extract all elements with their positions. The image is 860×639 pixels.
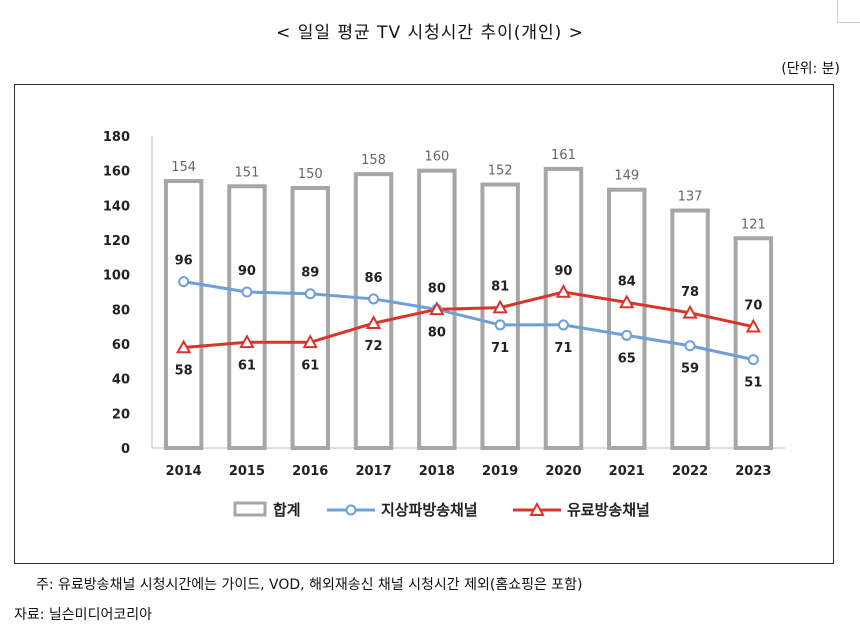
y-tick-label: 80 [112,303,130,318]
legend-label-total: 합계 [273,501,301,519]
legend-swatch-total [233,501,267,517]
data-label-paid: 81 [491,280,509,295]
data-label-terrestrial: 86 [365,271,383,286]
data-label-total: 121 [741,217,766,232]
data-label-total: 160 [424,150,449,165]
y-tick-label: 20 [112,407,130,422]
point-paid [682,304,698,319]
data-label-total: 158 [361,153,386,168]
bar-total [607,187,647,450]
point-paid [365,315,382,329]
y-tick-label: 60 [112,338,130,353]
point-paid [175,339,192,354]
data-label-total: 152 [488,164,513,179]
bar-total [353,172,394,450]
point-terrestrial [178,276,190,288]
page-corner [837,0,860,23]
data-label-paid: 70 [744,299,762,314]
data-label-paid: 78 [681,285,699,300]
bar-total [543,166,584,451]
chart: 0 20 40 60 80 100 120 140 160 180 2014 2015 2016 2017… [103,130,785,519]
line-terrestrial [183,280,754,362]
data-label-total: 150 [298,167,323,182]
point-terrestrial [241,286,253,298]
data-label-total: 149 [614,169,639,184]
x-tick-label: 2021 [609,464,645,479]
data-label-paid: 80 [428,281,446,296]
data-label-terrestrial: 80 [428,325,446,340]
point-terrestrial [684,340,696,352]
data-label-paid: 61 [301,358,319,373]
data-label-terrestrial: 90 [238,264,256,279]
y-tick-label: 0 [121,442,130,457]
data-label-total: 137 [678,190,703,205]
page-title: < 일일 평균 TV 시청시간 추이(개인) > [276,23,584,43]
data-label-terrestrial: 96 [175,254,193,269]
y-tick-label: 100 [103,269,130,284]
point-paid [429,301,445,316]
data-label-paid: 58 [175,363,193,378]
data-label-total: 154 [171,160,196,175]
point-paid [745,318,762,333]
legend-marker-terrestrial [345,504,357,516]
point-terrestrial [494,319,506,331]
x-tick-label: 2017 [355,464,391,479]
data-label-paid: 72 [365,339,383,354]
source-note: 자료: 닐슨미디어코리아 [14,607,152,623]
y-tick-label: 180 [103,130,130,145]
data-label-terrestrial: 71 [491,341,509,356]
point-paid [555,283,572,298]
x-tick-label: 2018 [419,464,455,479]
point-terrestrial [557,319,569,331]
y-tick-label: 140 [103,199,130,214]
point-terrestrial [747,354,759,366]
x-tick-label: 2019 [482,464,518,479]
bar-total [670,208,710,450]
data-label-total: 161 [551,148,576,163]
point-terrestrial [368,293,380,305]
data-label-paid: 84 [618,274,636,289]
data-label-terrestrial: 51 [744,376,762,391]
data-label-terrestrial: 89 [301,266,319,281]
bar-total [163,179,204,450]
line-paid [183,290,754,349]
bar-total [733,236,774,450]
chart-frame: 0 20 40 60 80 100 120 140 160 180 2014 2015 2016 2017… [14,84,834,564]
point-paid [619,294,635,309]
x-tick-label: 2014 [166,464,202,479]
legend-label-paid: 유료방송채널 [567,501,650,519]
point-paid [239,334,255,349]
legend-label-terrestrial: 지상파방송채널 [381,501,478,519]
x-tick-label: 2020 [545,464,581,479]
point-paid [492,299,508,314]
point-terrestrial [304,288,316,300]
x-tick-label: 2015 [229,464,265,479]
footnote: 주: 유료방송채널 시청시간에는 가이드, VOD, 해외재송신 채널 시청시간… [36,577,583,593]
data-label-terrestrial: 65 [618,351,636,366]
bar-total [290,186,330,450]
data-label-terrestrial: 59 [681,362,699,377]
data-label-total: 151 [235,165,260,180]
x-tick-label: 2023 [735,464,771,479]
y-tick-label: 120 [103,234,130,249]
data-label-paid: 61 [238,358,256,373]
data-label-terrestrial: 71 [554,341,572,356]
y-tick-label: 160 [103,165,130,180]
legend-marker-paid [529,501,545,516]
x-tick-label: 2022 [672,464,708,479]
bar-total [480,182,520,451]
bar-total [227,184,267,451]
point-terrestrial [621,329,633,341]
unit-label: (단위: 분) [781,61,840,77]
y-tick-label: 40 [112,373,130,388]
point-paid [302,334,318,349]
data-label-paid: 90 [554,264,572,279]
x-tick-label: 2016 [292,464,328,479]
